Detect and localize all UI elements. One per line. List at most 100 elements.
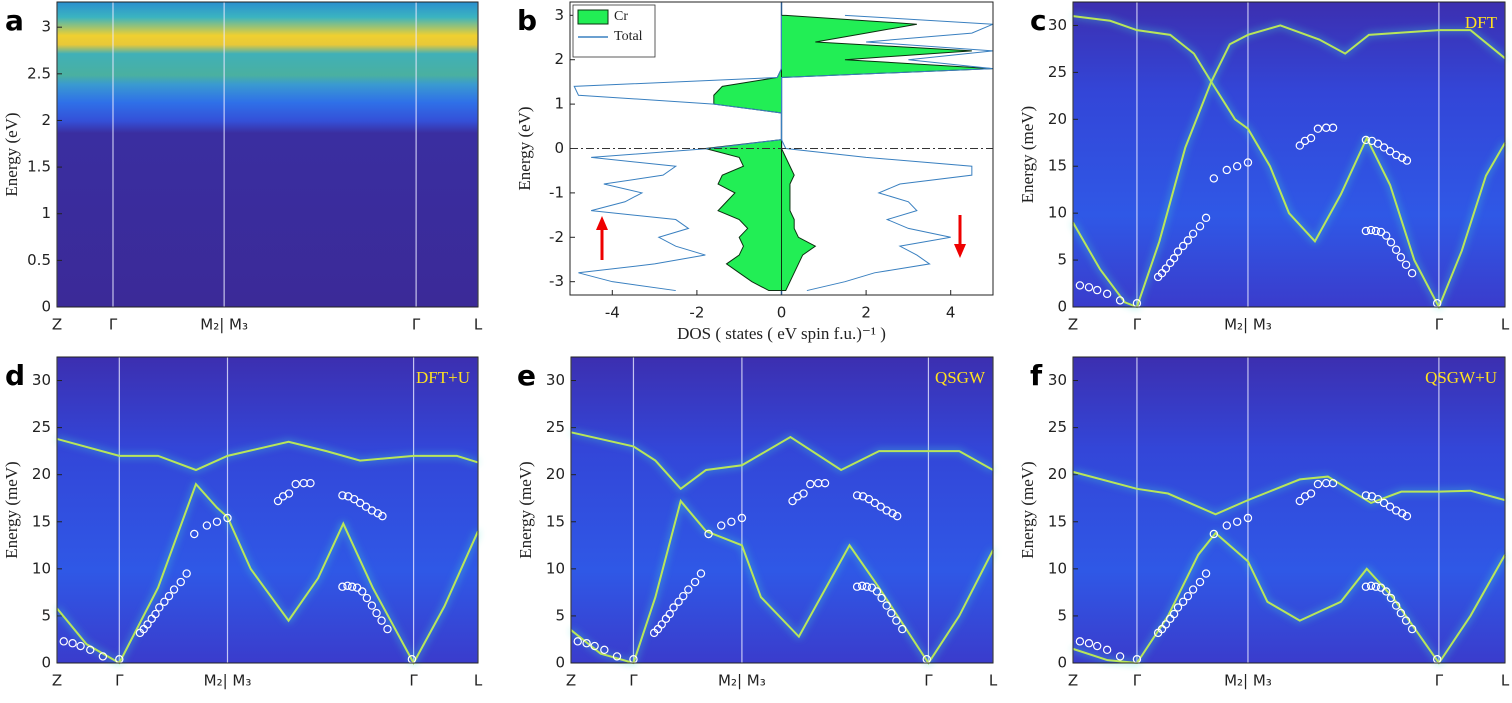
- y-tick-label: 20: [32, 465, 51, 483]
- experiment-point: [882, 601, 891, 610]
- x-tick-label: Γ: [629, 672, 638, 690]
- heatmap: [571, 357, 993, 663]
- y-tick-label: 10: [1048, 204, 1067, 222]
- annotation: DFT: [1465, 13, 1498, 32]
- experiment-point: [1313, 479, 1323, 489]
- band-line: [1072, 24, 1506, 309]
- experiment-point: [696, 569, 706, 578]
- experiment-point: [1169, 254, 1179, 263]
- experiment-point: [1195, 222, 1205, 231]
- experiment-point: [306, 478, 315, 488]
- experiment-point: [164, 591, 174, 601]
- panel: Z Γ M₂| M₃ Γ L 0 5 10 15 20 25 30 QSGW+U Energy (meV)…: [1018, 356, 1510, 690]
- experiment-point: [284, 489, 294, 498]
- experiment-point: [887, 608, 896, 618]
- experiment-point: [1102, 645, 1112, 655]
- experiment-point: [59, 637, 68, 646]
- y-tick-label: 5: [1057, 251, 1067, 269]
- x-tick-label: 2: [861, 304, 871, 322]
- experiment-point: [1295, 496, 1305, 506]
- experiment-point: [1209, 174, 1219, 183]
- experiment-point: [1102, 289, 1112, 299]
- panel: Z Γ M₂| M₃ Γ L 0 5 10 15 20 25 30 DFT Energy (meV) c: [1018, 1, 1510, 334]
- experiment-point: [679, 591, 688, 601]
- x-tick-label: Γ: [412, 316, 421, 334]
- experiment-point: [160, 597, 169, 607]
- experiment-point: [657, 620, 666, 629]
- experiment-point: [190, 529, 199, 539]
- experiment-point: [1407, 624, 1417, 634]
- experiment-point: [1188, 229, 1198, 238]
- experiment-point: [888, 509, 897, 518]
- x-tick-label: M₂| M₃: [204, 672, 252, 690]
- experiment-point: [1386, 593, 1396, 603]
- experiment-point: [1201, 213, 1211, 223]
- experiment-point: [788, 496, 797, 506]
- experiment-point: [383, 624, 392, 634]
- x-tick-label: M₂| M₃: [200, 316, 248, 334]
- y-tick-label: 1: [41, 204, 51, 222]
- x-tick-label: Γ: [1435, 672, 1444, 690]
- x-tick-label: L: [474, 672, 483, 690]
- y-tick-label: 20: [546, 465, 565, 483]
- axes-frame: [56, 356, 479, 664]
- band-line: [1072, 470, 1506, 516]
- x-tick-label: Γ: [924, 672, 933, 690]
- experiment-point: [590, 641, 599, 651]
- experiment-point: [1161, 264, 1171, 273]
- experiment-point: [674, 597, 683, 607]
- experiment-point: [1373, 494, 1383, 504]
- y-tick-label: 10: [546, 559, 565, 577]
- y-tick-label: 20: [1048, 465, 1067, 483]
- experiment-point: [1222, 521, 1231, 530]
- experiment-point: [1407, 269, 1417, 278]
- experiment-point: [1173, 247, 1183, 256]
- experiment-point: [582, 639, 591, 648]
- experiment-point: [1306, 489, 1316, 498]
- experiment-point: [1386, 238, 1396, 247]
- experiment-point: [1328, 478, 1338, 488]
- experiment-point: [852, 582, 862, 591]
- experiment-point: [799, 489, 808, 498]
- experiment-point: [1243, 513, 1253, 523]
- y-axis-label: Energy (meV): [1018, 461, 1037, 558]
- y-tick-label: 10: [32, 559, 51, 577]
- legend-swatch: [577, 9, 609, 25]
- experiment-point: [291, 479, 300, 489]
- legend-label: Cr: [614, 9, 628, 24]
- experiment-point: [347, 582, 357, 591]
- experiment-point: [864, 494, 874, 504]
- heatmap: [1073, 357, 1505, 663]
- experiment-point: [1361, 491, 1371, 500]
- experiment-point: [361, 502, 371, 511]
- panel: Z Γ M₂| M₃ Γ L 0 5 10 15 20 25 30 DFT+U Energy (meV) d: [2, 356, 483, 690]
- experiment-point: [155, 603, 164, 612]
- y-tick-label: 25: [546, 418, 565, 436]
- experiment-point: [862, 582, 872, 591]
- experiment-point: [717, 521, 726, 530]
- experiment-point: [1366, 225, 1376, 235]
- x-tick-label: Γ: [1133, 672, 1142, 690]
- experiment-point: [1379, 498, 1389, 508]
- experiment-point: [1201, 569, 1211, 578]
- experiment-point: [669, 603, 678, 612]
- experiment-point: [684, 585, 693, 594]
- experiment-point: [1232, 162, 1242, 171]
- panel-letter: d: [5, 359, 25, 392]
- y-tick-label: 3: [554, 6, 564, 24]
- y-tick-label: -1: [549, 183, 564, 201]
- experiment-point: [176, 577, 185, 587]
- experiment-point: [223, 513, 232, 523]
- axes-frame: [1072, 356, 1506, 664]
- experiment-point: [143, 620, 152, 629]
- y-tick-label: 0: [555, 654, 565, 672]
- panel-letter: b: [517, 4, 537, 37]
- experiment-point: [1173, 603, 1183, 612]
- panel-letter: a: [5, 4, 24, 37]
- experiment-point: [1379, 143, 1389, 152]
- experiment-point: [68, 639, 77, 648]
- y-tick-label: 2.5: [27, 64, 51, 82]
- heatmap: [1073, 2, 1505, 307]
- experiment-point: [1306, 133, 1316, 143]
